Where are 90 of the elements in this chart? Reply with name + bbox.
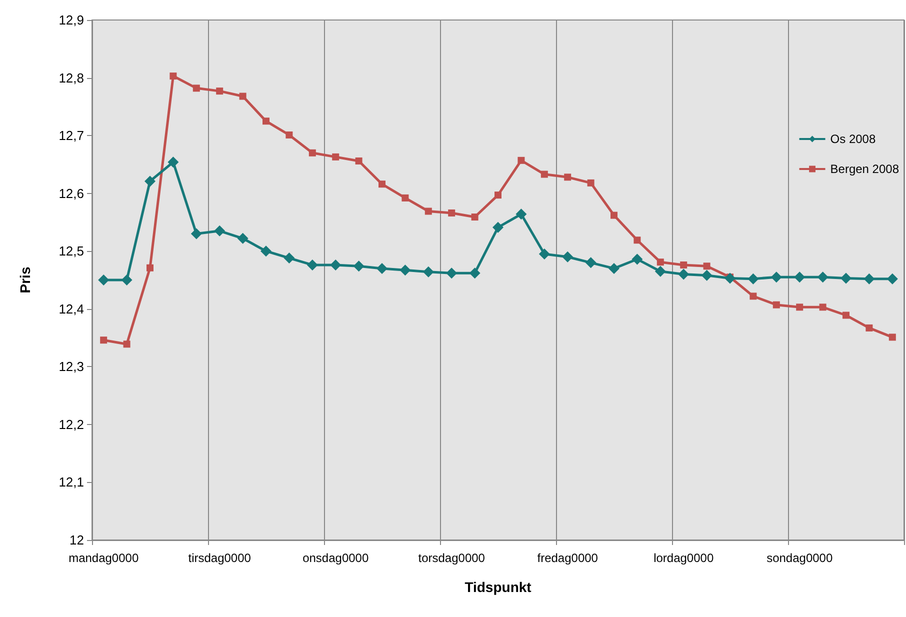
x-tick-label: fredag0000 bbox=[537, 551, 598, 565]
legend-label: Os 2008 bbox=[830, 132, 876, 146]
point bbox=[376, 262, 388, 274]
y-tick-label: 12,2 bbox=[58, 416, 84, 432]
point bbox=[144, 176, 156, 187]
point bbox=[842, 312, 850, 319]
point bbox=[886, 273, 898, 284]
point bbox=[98, 274, 110, 286]
point bbox=[518, 156, 525, 164]
point bbox=[400, 264, 411, 276]
point bbox=[770, 272, 782, 283]
point bbox=[656, 258, 664, 266]
point bbox=[794, 272, 806, 283]
point bbox=[819, 304, 826, 311]
legend-label: Bergen 2008 bbox=[830, 162, 900, 176]
point bbox=[610, 212, 618, 219]
x-axis-title: Tidspunkt bbox=[464, 579, 532, 595]
y-tick-label: 12,8 bbox=[58, 70, 84, 86]
point bbox=[216, 88, 224, 95]
point bbox=[654, 266, 666, 277]
point bbox=[866, 324, 873, 332]
point bbox=[608, 262, 620, 274]
point bbox=[634, 236, 641, 244]
point bbox=[587, 179, 594, 186]
point bbox=[564, 174, 572, 181]
point bbox=[424, 208, 432, 215]
point bbox=[680, 261, 688, 268]
point bbox=[332, 153, 340, 160]
x-tick-label: mandag0000 bbox=[68, 551, 139, 565]
point bbox=[585, 257, 596, 268]
point bbox=[237, 232, 248, 244]
y-tick-label: 12,6 bbox=[58, 186, 84, 201]
y-tick-label: 12,9 bbox=[58, 12, 84, 28]
point bbox=[378, 180, 386, 188]
point bbox=[422, 266, 434, 278]
point bbox=[190, 228, 202, 240]
point bbox=[192, 84, 200, 92]
y-tick-label: 12,1 bbox=[58, 474, 84, 490]
point bbox=[355, 157, 362, 164]
x-tick-label: lordag0000 bbox=[654, 551, 714, 565]
y-tick-label: 12,7 bbox=[58, 128, 84, 144]
point bbox=[678, 268, 690, 280]
point bbox=[516, 208, 527, 220]
point bbox=[239, 92, 246, 100]
point bbox=[214, 225, 226, 236]
point bbox=[168, 156, 179, 168]
y-tick-label: 12,4 bbox=[58, 301, 84, 316]
point bbox=[123, 340, 130, 348]
point bbox=[286, 131, 293, 138]
point bbox=[494, 192, 502, 199]
point bbox=[888, 334, 896, 341]
point bbox=[330, 259, 342, 270]
point bbox=[284, 252, 295, 264]
point bbox=[540, 170, 548, 178]
point bbox=[750, 292, 757, 300]
point bbox=[632, 254, 643, 265]
point bbox=[121, 274, 132, 286]
point bbox=[353, 260, 364, 272]
x-tick-label: torsdag0000 bbox=[418, 551, 486, 565]
point bbox=[469, 268, 480, 279]
x-tick-label: onsdag0000 bbox=[302, 551, 369, 565]
point bbox=[701, 270, 712, 281]
point bbox=[308, 149, 316, 156]
point bbox=[864, 273, 875, 284]
y-axis-title: Pris bbox=[17, 266, 33, 294]
point bbox=[100, 336, 108, 344]
point bbox=[446, 268, 458, 279]
x-tick-label: sondag0000 bbox=[766, 551, 833, 565]
point bbox=[562, 251, 574, 262]
x-tick-label: tirsdag0000 bbox=[188, 551, 252, 565]
point bbox=[724, 272, 736, 284]
point bbox=[538, 248, 550, 260]
y-tick-label: 12 bbox=[70, 532, 84, 548]
point bbox=[170, 72, 177, 80]
y-tick-label: 12,5 bbox=[58, 244, 84, 259]
point bbox=[471, 214, 478, 221]
point bbox=[703, 262, 710, 270]
point bbox=[448, 209, 456, 216]
point bbox=[772, 301, 780, 308]
point bbox=[402, 194, 409, 202]
point bbox=[817, 272, 828, 283]
point bbox=[840, 272, 852, 284]
point bbox=[492, 222, 504, 233]
point bbox=[306, 259, 318, 270]
point bbox=[262, 118, 270, 125]
point bbox=[146, 264, 154, 272]
point bbox=[260, 246, 272, 257]
y-tick-label: 12,3 bbox=[58, 359, 84, 374]
point bbox=[748, 273, 759, 284]
point bbox=[796, 304, 804, 311]
